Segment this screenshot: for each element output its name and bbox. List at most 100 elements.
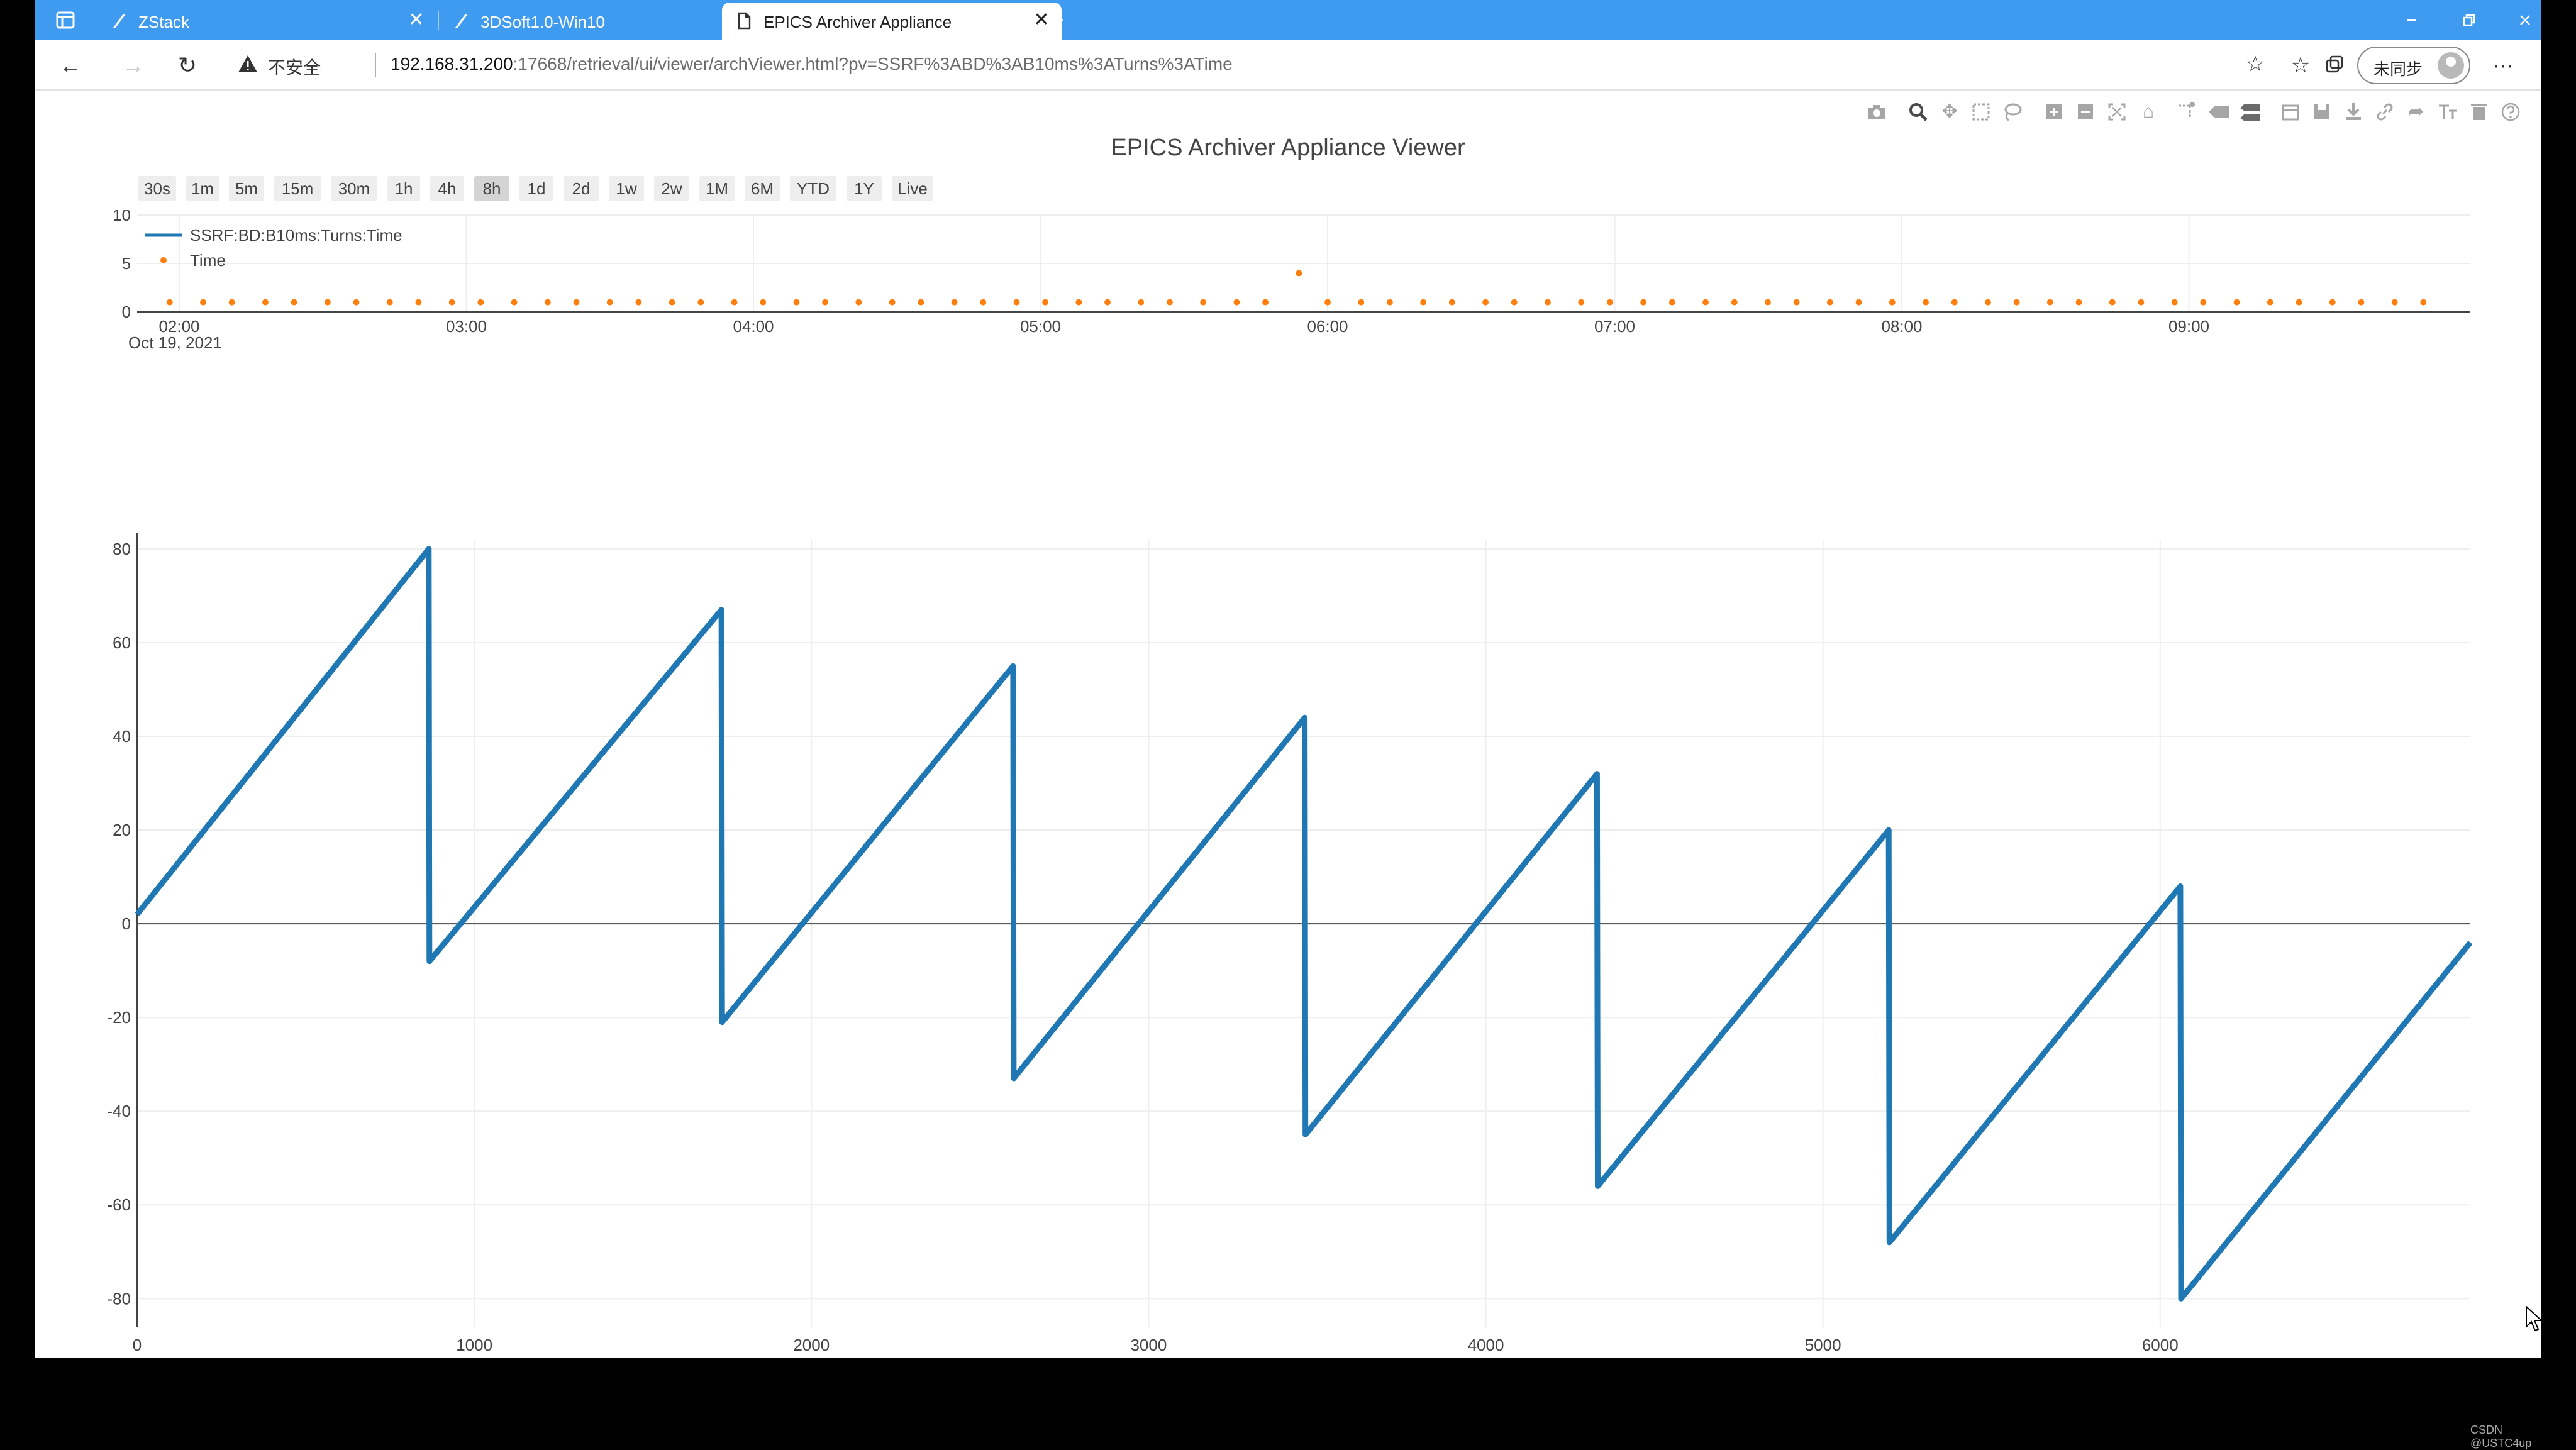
home-icon[interactable]: ⌂: [2142, 101, 2155, 122]
link-icon[interactable]: [2372, 99, 2397, 125]
range-button-1h[interactable]: 1h: [387, 176, 420, 201]
range-button-6m[interactable]: 6M: [745, 176, 780, 201]
spike-lines-icon[interactable]: [2174, 99, 2199, 125]
tab-actions-icon[interactable]: [50, 5, 80, 35]
range-button-5m[interactable]: 5m: [229, 176, 264, 201]
time-marker: [1482, 299, 1489, 306]
url-path: :17668/retrieval/ui/viewer/archViewer.ht…: [513, 54, 1233, 74]
time-marker: [200, 299, 207, 306]
time-marker: [669, 299, 675, 306]
range-button-4h[interactable]: 4h: [430, 176, 464, 201]
range-button-1w[interactable]: 1w: [609, 176, 644, 201]
y-tick-label: 40: [113, 727, 131, 746]
close-window-icon[interactable]: [2497, 3, 2553, 38]
legend-label: Time: [190, 251, 226, 270]
restore-icon[interactable]: [2440, 3, 2497, 38]
minimize-icon[interactable]: [2384, 3, 2440, 38]
3dsoft-favicon-icon: [452, 11, 470, 30]
tab-epics-archiver[interactable]: EPICS Archiver Appliance ✕: [722, 3, 1062, 40]
time-marker: [1420, 299, 1427, 306]
text-size-icon[interactable]: [2435, 99, 2460, 125]
time-marker: [544, 299, 551, 306]
close-tab-icon[interactable]: ✕: [1033, 9, 1050, 30]
download-icon[interactable]: [2341, 99, 2366, 125]
x-tick-label: 2000: [793, 1336, 830, 1354]
time-marker: [1386, 299, 1393, 306]
range-button-2w[interactable]: 2w: [654, 176, 689, 201]
security-status[interactable]: 不安全: [268, 58, 321, 77]
camera-icon[interactable]: [1864, 99, 1889, 125]
chart-area[interactable]: 02:00 03:00 04:00 05:00 06:00 07:00 08:00 09:00…: [35, 210, 2541, 1380]
address-divider: [375, 53, 376, 77]
x-tick-label: 4000: [1468, 1336, 1504, 1354]
time-marker: [1200, 299, 1207, 306]
more-options-icon[interactable]: ···: [2492, 53, 2514, 77]
time-marker: [386, 299, 393, 306]
time-marker: [1764, 299, 1771, 306]
profile-button[interactable]: 未同步: [2357, 47, 2470, 84]
time-marker: [291, 299, 297, 306]
hover-closest-icon[interactable]: [2206, 99, 2231, 125]
help-icon[interactable]: [2498, 99, 2523, 125]
range-button-2d[interactable]: 2d: [564, 176, 599, 201]
time-marker: [1826, 299, 1833, 306]
refresh-icon[interactable]: ↻: [177, 52, 197, 78]
avatar: [2438, 52, 2464, 79]
range-button-15m[interactable]: 15m: [274, 176, 321, 201]
forward-icon[interactable]: →: [122, 52, 145, 78]
range-button-1m[interactable]: 1M: [699, 176, 735, 201]
range-button-8h[interactable]: 8h: [474, 176, 509, 201]
range-button-1d[interactable]: 1d: [519, 176, 553, 201]
x-tick-label: 02:00: [158, 317, 199, 336]
y-tick-label: -80: [107, 1289, 131, 1308]
box-select-icon[interactable]: [1968, 99, 1994, 125]
zoom-icon[interactable]: [1906, 99, 1931, 125]
x-tick-label: 3000: [1130, 1336, 1167, 1354]
x-tick-label: 5000: [1805, 1336, 1841, 1354]
calendar-icon[interactable]: [2278, 99, 2303, 125]
url-text[interactable]: 192.168.31.200:17668/retrieval/ui/viewer…: [391, 54, 1233, 74]
add-favorite-icon[interactable]: ☆: [2245, 52, 2265, 76]
new-tab-button[interactable]: +: [1049, 6, 1064, 34]
pan-icon[interactable]: ✥: [1941, 101, 1958, 122]
trash-icon[interactable]: [2467, 99, 2492, 125]
range-button-30s[interactable]: 30s: [138, 176, 176, 201]
zoom-in-icon[interactable]: [2041, 99, 2067, 125]
collections-icon[interactable]: [2319, 50, 2350, 80]
range-button-1m[interactable]: 1m: [186, 176, 219, 201]
time-marker: [1511, 299, 1518, 306]
time-marker: [1013, 299, 1020, 306]
autoscale-icon[interactable]: [2104, 99, 2129, 125]
time-marker: [324, 299, 331, 306]
time-marker: [1324, 299, 1331, 306]
time-marker: [635, 299, 642, 306]
tab-3dsoft[interactable]: 3DSoft1.0-Win10 ✕: [439, 3, 753, 40]
favorites-icon[interactable]: ☆: [2290, 53, 2311, 77]
y-tick-label: 60: [113, 633, 131, 652]
time-marker: [855, 299, 862, 306]
share-icon[interactable]: ➦: [2408, 101, 2424, 122]
lasso-select-icon[interactable]: [2000, 99, 2025, 125]
back-icon[interactable]: ←: [59, 52, 82, 78]
zoom-out-icon[interactable]: [2073, 99, 2098, 125]
tab-zstack[interactable]: ZStack ✕: [97, 3, 436, 40]
warning-icon[interactable]: [236, 53, 259, 75]
top-chart: 02:00 03:00 04:00 05:00 06:00 07:00 08:00 09:00…: [113, 210, 2470, 352]
x-tick-label: 03:00: [446, 317, 487, 336]
plot-title: EPICS Archiver Appliance Viewer: [1111, 135, 1465, 161]
hover-compare-icon[interactable]: [2238, 99, 2263, 125]
time-marker: [2358, 299, 2365, 306]
time-marker: [1731, 299, 1738, 306]
time-marker: [1166, 299, 1173, 306]
range-button-1y[interactable]: 1Y: [847, 176, 882, 201]
time-marker: [1233, 299, 1240, 306]
y-tick-label: 80: [113, 540, 131, 558]
y-tick-label: -60: [107, 1195, 131, 1214]
browser-tabstrip: ZStack ✕ 3DSoft1.0-Win10 ✕ EPICS Archive…: [35, 0, 2541, 40]
range-button-ytd[interactable]: YTD: [790, 176, 836, 201]
range-button-live[interactable]: Live: [892, 176, 933, 201]
save-icon[interactable]: [2309, 99, 2334, 125]
close-tab-icon[interactable]: ✕: [408, 9, 425, 30]
range-button-30m[interactable]: 30m: [331, 176, 377, 201]
address-bar[interactable]: 不安全 192.168.31.200:17668/retrieval/ui/vi…: [224, 45, 2268, 84]
